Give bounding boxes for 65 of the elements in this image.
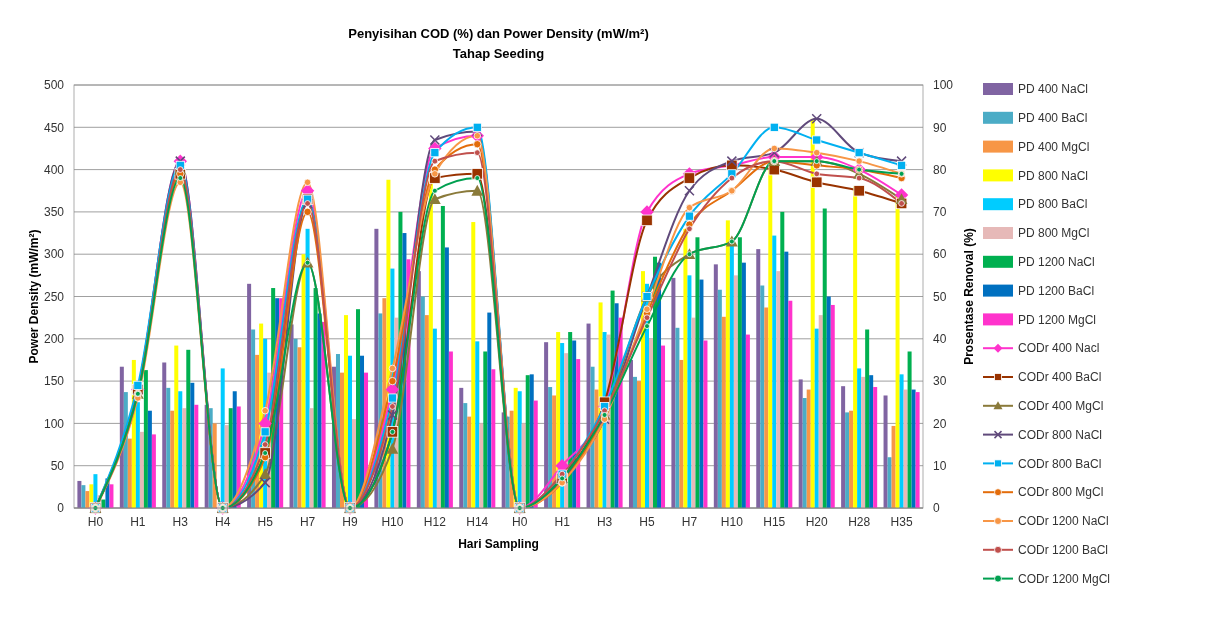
y-tick-label: 0 bbox=[57, 501, 65, 516]
legend-label: PD 400 NaCl bbox=[1018, 82, 1089, 97]
legend-label: CODr 1200 NaCl bbox=[1018, 514, 1109, 529]
x-tick-label: H4 bbox=[215, 515, 231, 529]
y2-tick-label: 20 bbox=[933, 416, 947, 431]
chart-title: Penyisihan COD (%) dan Power Density (mW/m²) bbox=[348, 26, 649, 41]
y-tick-label: 300 bbox=[43, 247, 65, 262]
legend-label: CODr 400 BaCl bbox=[1018, 370, 1102, 385]
y-tick-label: 450 bbox=[43, 120, 65, 135]
x-tick-label: H28 bbox=[848, 515, 871, 529]
x-tick-label: H12 bbox=[423, 515, 447, 529]
y-tick-label: 500 bbox=[43, 78, 65, 93]
x-tick-label: H7 bbox=[299, 515, 316, 529]
x-tick-label: H20 bbox=[805, 515, 829, 529]
legend-label: CODr 400 Nacl bbox=[1018, 341, 1100, 356]
legend-label: CODr 800 NaCl bbox=[1018, 427, 1103, 442]
y-tick-label: 200 bbox=[43, 332, 65, 346]
y-tick-label: 100 bbox=[43, 416, 65, 431]
y2-tick-label: 100 bbox=[933, 78, 954, 93]
x-tick-label: H7 bbox=[681, 515, 698, 529]
y2-tick-label: 80 bbox=[933, 162, 947, 177]
x-tick-label: H3 bbox=[172, 515, 189, 529]
y-tick-label: 50 bbox=[50, 458, 65, 473]
legend-label: PD 400 BaCl bbox=[1018, 111, 1088, 125]
x-tick-label: H0 bbox=[512, 515, 528, 529]
legend-label: PD 800 MgCl bbox=[1018, 226, 1090, 241]
chart-subtitle: Tahap Seeding bbox=[452, 46, 545, 61]
y-tick-label: 150 bbox=[43, 374, 65, 389]
x-tick-label: H14 bbox=[466, 515, 489, 529]
y-tick-label: 400 bbox=[43, 162, 65, 177]
x-tick-label: H10 bbox=[720, 515, 744, 529]
legend-label: PD 800 BaCl bbox=[1018, 197, 1088, 212]
x-tick-label: H9 bbox=[342, 515, 358, 529]
x-tick-label: H1 bbox=[554, 515, 571, 529]
x-tick-label: H10 bbox=[381, 515, 404, 529]
legend-label: CODr 1200 BaCl bbox=[1018, 543, 1109, 557]
legend-label: PD 800 NaCl bbox=[1018, 168, 1089, 183]
x-tick-label: H0 bbox=[87, 515, 104, 529]
legend-label: CODr 1200 MgCl bbox=[1018, 571, 1111, 586]
x-tick-label: H5 bbox=[257, 515, 274, 529]
x-axis-title: Hari Sampling bbox=[458, 537, 539, 551]
y2-tick-label: 70 bbox=[933, 205, 947, 220]
y-axis-title: Power Density (mW/m²) bbox=[27, 229, 41, 364]
y2-axis-title: Prosentase Renoval (%) bbox=[962, 228, 976, 365]
y2-tick-label: 30 bbox=[933, 374, 947, 389]
y2-tick-label: 0 bbox=[933, 501, 940, 516]
legend-label: PD 1200 MgCl bbox=[1018, 312, 1097, 327]
y2-tick-label: 50 bbox=[933, 289, 947, 304]
y2-tick-label: 60 bbox=[933, 247, 947, 262]
legend-label: CODr 400 MgCl bbox=[1018, 399, 1104, 413]
legend-label: PD 1200 BaCl bbox=[1018, 283, 1095, 298]
legend-label: CODr 800 MgCl bbox=[1018, 485, 1104, 500]
x-tick-label: H1 bbox=[130, 515, 146, 529]
x-tick-label: H5 bbox=[639, 515, 655, 529]
legend-label: CODr 800 BaCl bbox=[1018, 456, 1102, 471]
x-tick-label: H35 bbox=[890, 515, 913, 529]
y2-tick-label: 10 bbox=[933, 458, 947, 473]
y2-tick-label: 40 bbox=[933, 332, 947, 346]
legend-label: PD 400 MgCl bbox=[1018, 139, 1090, 154]
y-tick-label: 350 bbox=[43, 205, 65, 220]
y2-tick-label: 90 bbox=[933, 120, 947, 135]
x-tick-label: H3 bbox=[596, 515, 613, 529]
y-tick-label: 250 bbox=[43, 289, 65, 304]
legend-label: PD 1200 NaCl bbox=[1018, 255, 1095, 269]
x-tick-label: H15 bbox=[763, 515, 786, 529]
